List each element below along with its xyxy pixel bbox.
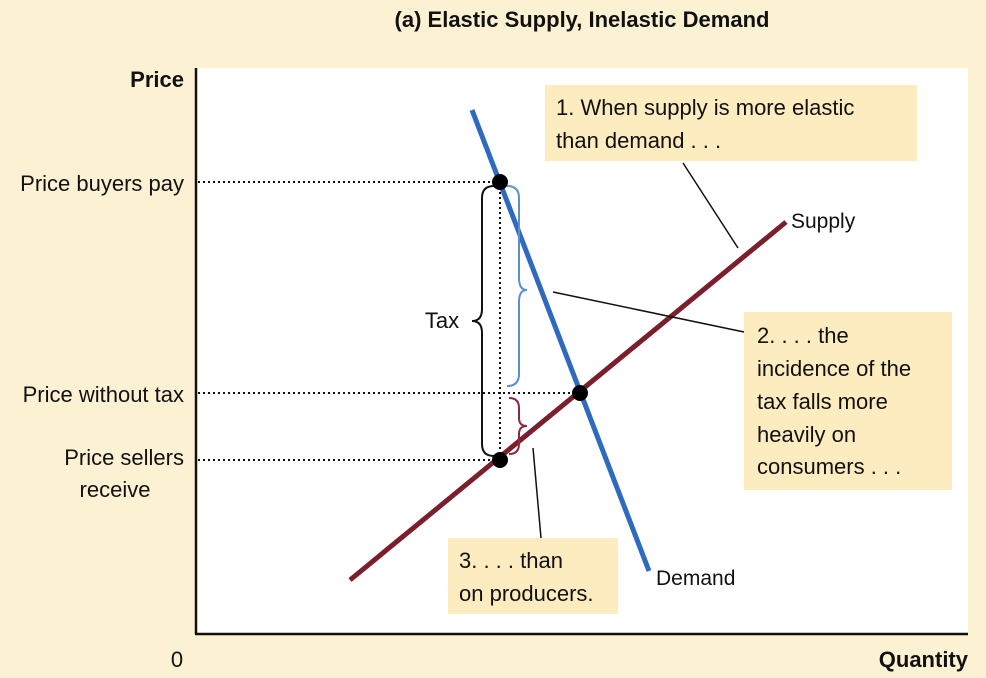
- x-axis-label: Quantity: [879, 647, 969, 672]
- note-2-line4: heavily on: [757, 422, 856, 447]
- note-1-box: [545, 85, 917, 161]
- demand-curve-label: Demand: [656, 567, 735, 590]
- buyers-pay-point: [492, 174, 508, 190]
- note-3-leader: [532, 447, 542, 539]
- origin-label: 0: [171, 647, 183, 672]
- price-buyers-pay-label: Price buyers pay: [20, 171, 184, 196]
- seller-burden-brace: [508, 397, 528, 455]
- note-3-box: [448, 538, 618, 614]
- equilibrium-point: [572, 385, 588, 401]
- tax-label: Tax: [425, 308, 459, 333]
- note-2-line5: consumers . . .: [757, 454, 901, 479]
- sellers-receive-point: [492, 452, 508, 468]
- chart-title: (a) Elastic Supply, Inelastic Demand: [395, 7, 770, 32]
- note-2-leader: [552, 291, 745, 333]
- note-1-line1: 1. When supply is more elastic: [556, 95, 854, 120]
- note-1-line2: than demand . . .: [556, 128, 721, 153]
- note-2-line3: tax falls more: [757, 389, 888, 414]
- supply-curve-label: Supply: [791, 210, 856, 233]
- y-axis-label: Price: [130, 67, 184, 92]
- supply-curve: [348, 220, 788, 582]
- note-2-box: [744, 312, 952, 490]
- note-1-leader: [682, 162, 739, 249]
- price-sellers-receive-label: Price sellers: [64, 445, 184, 470]
- note-3-line2: on producers.: [459, 581, 594, 606]
- note-3-line1: 3. . . . than: [459, 548, 563, 573]
- price-without-tax-label: Price without tax: [23, 382, 184, 407]
- price-sellers-receive-label-line2: receive: [80, 477, 151, 502]
- note-2-line1: 2. . . . the: [757, 323, 849, 348]
- tax-brace: [471, 185, 495, 457]
- note-2-line2: incidence of the: [757, 356, 911, 381]
- buyer-burden-brace: [506, 185, 528, 387]
